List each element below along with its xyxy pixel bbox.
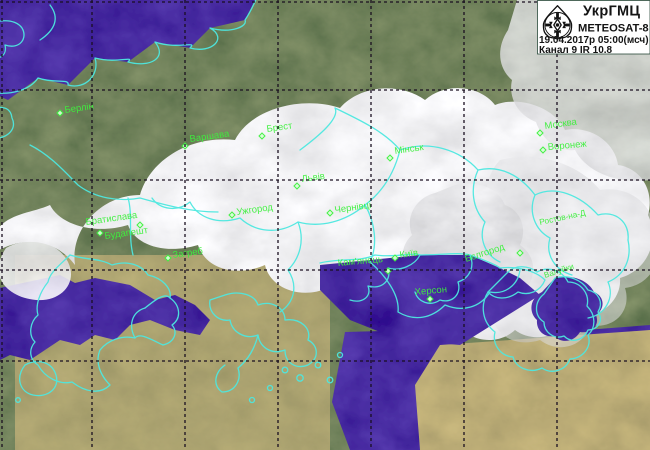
svg-text:METEOSAT-8: METEOSAT-8 <box>578 23 649 35</box>
svg-text:Канал 9 IR 10.8: Канал 9 IR 10.8 <box>539 45 613 56</box>
svg-text:УкрГМЦ: УкрГМЦ <box>583 4 640 20</box>
